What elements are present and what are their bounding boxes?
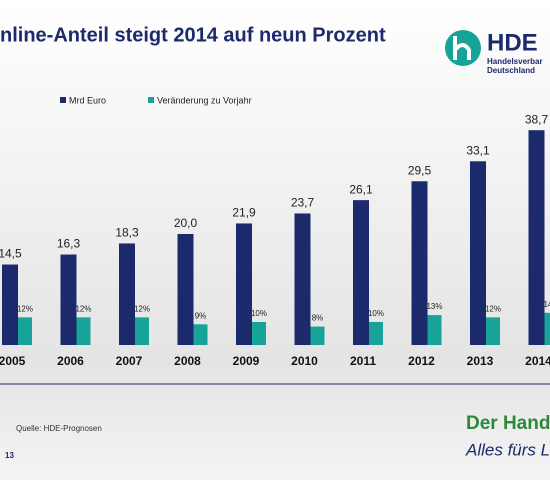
value-label: 12%	[134, 305, 150, 314]
logo-icon	[445, 30, 481, 66]
bar	[135, 317, 149, 345]
value-label: 10%	[251, 309, 267, 318]
value-label: 9%	[195, 311, 207, 320]
value-label: 18,3	[115, 226, 139, 240]
value-label: 14%	[543, 300, 550, 309]
value-label: 12%	[17, 305, 33, 314]
bar	[236, 223, 252, 345]
value-label: 14,5	[0, 247, 22, 261]
bar	[528, 130, 545, 345]
x-tick-label: 2010	[291, 354, 318, 368]
bar	[193, 324, 208, 345]
bar	[486, 317, 500, 345]
value-label: 8%	[312, 314, 324, 323]
bar	[544, 312, 550, 345]
logo-line: Handelsverbar	[487, 57, 543, 66]
x-tick-label: 2008	[174, 354, 201, 368]
logo-name: HDE	[487, 29, 538, 56]
bar	[353, 200, 369, 345]
value-label: 38,7	[525, 112, 549, 126]
bar	[252, 322, 266, 345]
footer-brand: Der Hand	[466, 413, 550, 434]
bar	[470, 161, 486, 345]
value-label: 20,0	[174, 216, 198, 230]
legend-label: Mrd Euro	[69, 95, 106, 105]
legend-swatch	[148, 97, 154, 103]
legend-swatch	[60, 97, 66, 103]
x-tick-label: 2012	[408, 354, 435, 368]
bar	[310, 326, 325, 345]
logo-h	[453, 36, 471, 60]
bar	[18, 317, 32, 345]
bar	[369, 322, 383, 345]
bar	[2, 264, 18, 345]
value-label: 33,1	[466, 143, 490, 157]
value-label: 13%	[426, 302, 442, 311]
bar	[76, 317, 91, 345]
footer-slogan: Alles fürs Lebe	[465, 440, 550, 459]
bar	[427, 315, 442, 345]
value-label: 12%	[485, 305, 501, 314]
x-tick-label: 2005	[0, 354, 26, 368]
logo-line: Deutschland	[487, 66, 535, 75]
x-tick-label: 2011	[350, 354, 376, 368]
bar	[177, 234, 194, 345]
source: Quelle: HDE-Prognosen	[16, 424, 102, 433]
logo: HDE Handelsverbar Deutschland	[445, 29, 543, 75]
x-tick-label: 2007	[116, 354, 143, 368]
legend-label: Veränderung zu Vorjahr	[157, 95, 252, 105]
x-tick-label: 2014	[525, 354, 550, 368]
value-label: 16,3	[57, 237, 81, 251]
value-label: 26,1	[349, 182, 373, 196]
x-tick-label: 2006	[57, 354, 84, 368]
bar	[411, 181, 428, 345]
chart-title: nline-Anteil steigt 2014 auf neun Prozen…	[0, 24, 386, 46]
value-label: 21,9	[232, 206, 256, 220]
x-tick-label: 2009	[233, 354, 260, 368]
bar	[294, 213, 311, 345]
value-label: 12%	[75, 305, 91, 314]
value-label: 10%	[368, 309, 384, 318]
value-label: 23,7	[291, 196, 315, 210]
x-tick-label: 2013	[467, 354, 494, 368]
bar	[60, 254, 77, 345]
bar	[119, 243, 135, 345]
value-label: 29,5	[408, 163, 432, 177]
page-number: 13	[5, 451, 14, 460]
